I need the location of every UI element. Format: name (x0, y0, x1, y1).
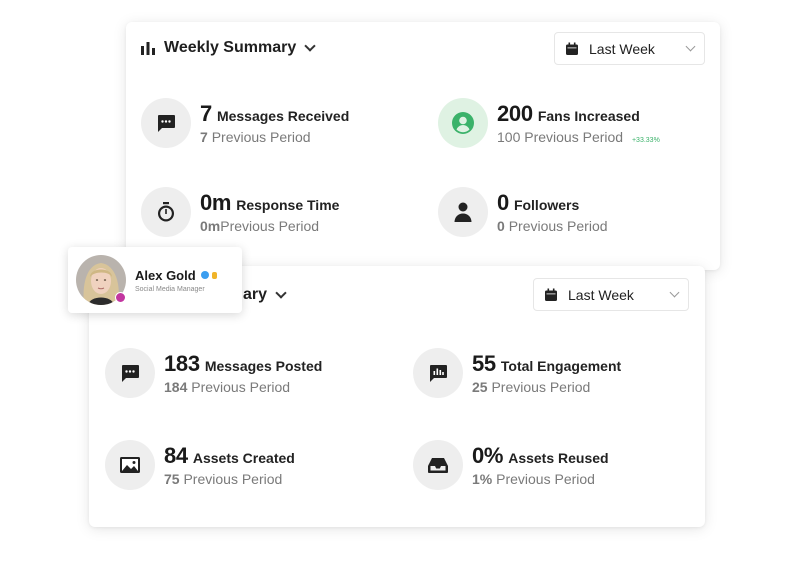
stat-value: 183 (164, 351, 200, 376)
previous-value: 0 (497, 218, 505, 234)
stat-value: 0% (472, 443, 504, 468)
stat-label: Messages Posted (204, 358, 323, 374)
stat-label: Followers (513, 197, 580, 213)
chevron-down-icon (275, 287, 287, 299)
chat-icon (105, 348, 155, 398)
stat-value: 55 (472, 351, 496, 376)
secondary-summary-header[interactable]: ary (243, 286, 287, 304)
profile-card[interactable]: Alex Gold Social Media Manager (68, 247, 242, 313)
stat-label: Fans Increased (537, 108, 640, 124)
avatar (76, 255, 126, 305)
period-dropdown[interactable]: Last Week (533, 278, 689, 311)
chevron-down-icon (304, 40, 316, 52)
chevron-down-icon (685, 41, 696, 52)
stat-response-time: 0m Response Time 0mPrevious Period (141, 187, 339, 237)
badge-icon (211, 271, 217, 279)
stat-value: 200 (497, 101, 533, 126)
stat-label: Total Engagement (500, 358, 622, 374)
stat-label: Messages Received (216, 108, 350, 124)
inbox-tray-icon (413, 440, 463, 490)
stat-followers: 0 Followers 0 Previous Period (438, 187, 608, 237)
calendar-icon (565, 42, 579, 56)
instagram-icon (115, 292, 126, 303)
secondary-summary-title: ary (243, 286, 268, 303)
verified-icon (200, 271, 209, 279)
period-dropdown-label: Last Week (568, 286, 634, 303)
weekly-summary-title: Weekly Summary (164, 39, 297, 56)
previous-label: Previous Period (211, 129, 311, 145)
delta-badge: +33.33% (631, 137, 660, 144)
previous-value: 0m (200, 218, 221, 234)
stat-label: Assets Created (192, 450, 295, 466)
weekly-summary-card: Weekly Summary Last Week 7 Messages Rece… (126, 22, 720, 270)
previous-value: 1% (472, 471, 493, 487)
previous-label: Previous Period (491, 379, 591, 395)
avatar-photo (76, 255, 126, 305)
bar-chart-message-icon (413, 348, 463, 398)
stat-messages-received: 7 Messages Received 7 Previous Period (141, 98, 349, 148)
stat-value: 0 (497, 190, 509, 215)
stat-messages-posted: 183 Messages Posted 184 Previous Period (105, 348, 322, 398)
previous-value: 25 (472, 379, 488, 395)
previous-label: Previous Period (508, 218, 608, 234)
stat-fans-increased: 200 Fans Increased 100 Previous Period +… (438, 98, 660, 148)
stat-total-engagement: 55 Total Engagement 25 Previous Period (413, 348, 621, 398)
previous-value: 7 (200, 129, 208, 145)
previous-label: Previous Period (496, 471, 595, 487)
stat-value: 0m (200, 190, 232, 215)
person-icon (438, 187, 488, 237)
stat-label: Assets Reused (508, 450, 609, 466)
profile-name: Alex Gold (135, 267, 196, 283)
previous-value: 75 (164, 471, 180, 487)
stopwatch-icon (141, 187, 191, 237)
bar-chart-icon (140, 40, 156, 56)
period-dropdown-label: Last Week (589, 40, 655, 57)
previous-label: Previous Period (220, 218, 320, 234)
previous-value: 100 (497, 129, 521, 145)
previous-label: Previous Period (524, 129, 624, 145)
image-icon (105, 440, 155, 490)
calendar-icon (544, 288, 558, 302)
profile-role: Social Media Manager (135, 285, 205, 293)
previous-label: Previous Period (191, 379, 291, 395)
weekly-summary-header[interactable]: Weekly Summary (140, 39, 316, 57)
stat-label: Response Time (236, 197, 340, 213)
stat-assets-created: 84 Assets Created 75 Previous Period (105, 440, 295, 490)
chevron-down-icon (669, 287, 680, 298)
period-dropdown[interactable]: Last Week (554, 32, 705, 65)
stat-value: 7 (200, 101, 212, 126)
user-circle-icon (438, 98, 488, 148)
chat-icon (141, 98, 191, 148)
previous-label: Previous Period (183, 471, 283, 487)
stat-value: 84 (164, 443, 188, 468)
stat-assets-reused: 0% Assets Reused 1% Previous Period (413, 440, 609, 490)
previous-value: 184 (164, 379, 188, 395)
